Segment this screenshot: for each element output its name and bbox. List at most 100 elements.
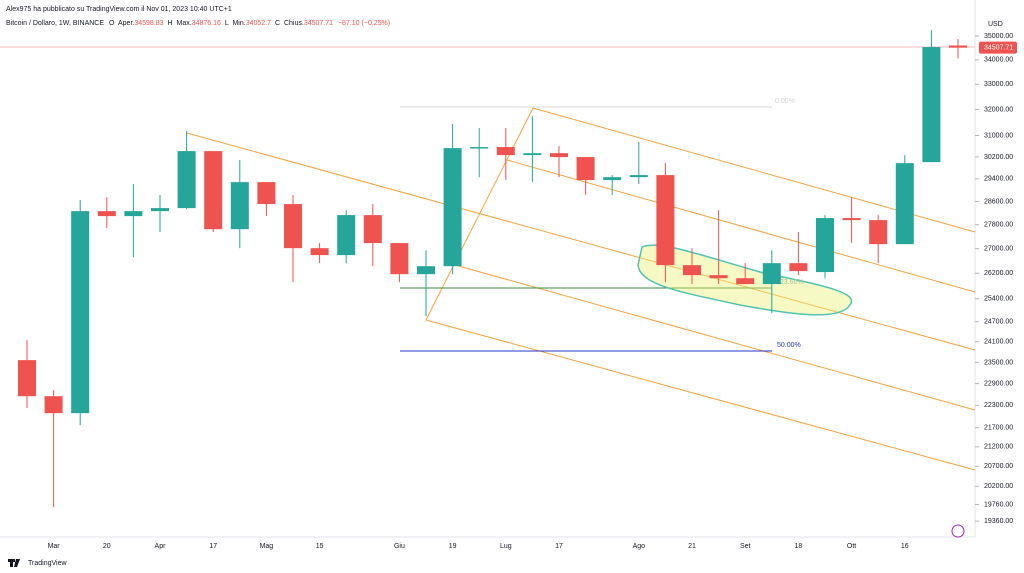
- candle-body: [603, 177, 622, 181]
- legend-key: Chius.: [284, 20, 304, 27]
- candle-body: [629, 175, 648, 178]
- x-tick-label: Set: [740, 543, 751, 550]
- candle-body: [895, 163, 914, 245]
- candle-body: [310, 248, 329, 256]
- x-tick-label: 17: [555, 543, 563, 550]
- candle-body: [656, 175, 675, 266]
- publisher: Alex975 ha pubblicato su TradingView.com…: [6, 6, 232, 13]
- candle-body: [204, 151, 223, 230]
- y-tick-label: 30200.00: [984, 154, 1013, 161]
- candle-body: [151, 208, 169, 212]
- legend-key: L: [225, 20, 229, 27]
- y-tick-label: 26200.00: [984, 270, 1013, 277]
- currency: USD: [988, 21, 1003, 28]
- fib-label: 50.00%: [777, 342, 801, 349]
- pitchfork-line: [506, 159, 976, 293]
- candle-body: [97, 211, 116, 217]
- x-tick-label: 18: [795, 543, 803, 550]
- y-tick-label: 19760.00: [984, 501, 1013, 508]
- y-tick-label: 27800.00: [984, 222, 1013, 229]
- y-tick-label: 29400.00: [984, 176, 1013, 183]
- x-tick-label: 19: [449, 543, 457, 550]
- y-tick-label: 33000.00: [984, 81, 1013, 88]
- y-tick-label: 23500.00: [984, 359, 1013, 366]
- fib-label: 0.00%: [775, 98, 795, 105]
- candle-body: [576, 157, 595, 181]
- candle-body: [443, 148, 462, 267]
- y-tick-label: 21700.00: [984, 425, 1013, 432]
- x-tick-label: Lug: [500, 543, 512, 550]
- x-tick-label: 21: [688, 543, 696, 550]
- x-tick-label: Ago: [633, 543, 646, 550]
- price-tag-label: 34507.71: [984, 45, 1013, 52]
- y-tick-label: 20700.00: [984, 463, 1013, 470]
- icon[interactable]: [951, 524, 965, 538]
- brand: TradingView: [28, 560, 67, 567]
- x-tick-label: 17: [209, 543, 217, 550]
- price-tag: [979, 41, 1017, 54]
- candle-body: [363, 215, 382, 244]
- candle-body: [922, 47, 941, 163]
- legend-change: −87.10 (−0.25%): [338, 20, 390, 27]
- y-tick-label: 24700.00: [984, 318, 1013, 325]
- candle-body: [417, 266, 435, 275]
- candle-body: [177, 151, 196, 209]
- y-tick-label: 31000.00: [984, 132, 1013, 139]
- candle-body: [284, 204, 302, 249]
- x-tick-label: Mar: [48, 543, 61, 550]
- legend-key: H: [168, 20, 173, 27]
- trend-line: [186, 132, 976, 351]
- legend-value: 34507.71: [304, 20, 333, 27]
- candle-body: [470, 147, 489, 149]
- candle-body: [257, 182, 276, 205]
- candle-body: [337, 215, 356, 256]
- x-tick-label: Mag: [260, 543, 274, 550]
- candle-body: [124, 211, 143, 217]
- candle-body: [949, 45, 967, 48]
- candle-body: [496, 147, 515, 156]
- pitchfork: [186, 107, 976, 471]
- legend-value: 34052.7: [246, 20, 271, 27]
- brand-logo: [8, 559, 20, 567]
- pitchfork-line: [425, 319, 976, 471]
- candle-body: [709, 275, 728, 279]
- legend-key: O: [109, 20, 115, 27]
- y-tick-label: 22300.00: [984, 402, 1013, 409]
- y-tick-label: 20200.00: [984, 483, 1013, 490]
- candle-body: [71, 211, 90, 414]
- candle-body: [736, 278, 755, 285]
- y-tick-label: 35000.00: [984, 33, 1013, 40]
- y-tick-label: 25400.00: [984, 296, 1013, 303]
- y-tick-label: 24100.00: [984, 339, 1013, 346]
- x-tick-label: 16: [901, 543, 909, 550]
- y-tick-label: 32000.00: [984, 106, 1013, 113]
- y-tick-label: 19360.00: [984, 518, 1013, 525]
- x-tick-label: 15: [316, 543, 324, 550]
- candle-body: [869, 220, 888, 245]
- fib-label: 23.60%: [780, 279, 804, 286]
- y-tick-label: 34000.00: [984, 57, 1013, 64]
- candle-body: [44, 396, 63, 414]
- y-tick-label: 27000.00: [984, 246, 1013, 253]
- x-tick-label: 20: [103, 543, 111, 550]
- symbol: Bitcoin / Dollaro, 1W, BINANCE: [6, 20, 104, 27]
- legend-key: Aper.: [118, 20, 134, 27]
- candle-body: [18, 360, 36, 397]
- y-tick-label: 21200.00: [984, 444, 1013, 451]
- pitchfork-line: [454, 264, 976, 411]
- legend: Bitcoin / Dollaro, 1W, BINANCE O Aper. 34…: [6, 20, 390, 27]
- y-tick-label: 28600.00: [984, 198, 1013, 205]
- x-tick-label: Apr: [155, 543, 167, 550]
- candle-body: [842, 218, 861, 221]
- x-tick-label: Giu: [394, 543, 405, 550]
- candle-body: [550, 153, 568, 158]
- pitchfork-handle: [425, 107, 534, 321]
- candle-body: [523, 153, 542, 156]
- candle-body: [762, 263, 781, 285]
- legend-key: C: [275, 20, 280, 27]
- candle-body: [390, 243, 409, 275]
- x-tick-label: Ott: [847, 543, 856, 550]
